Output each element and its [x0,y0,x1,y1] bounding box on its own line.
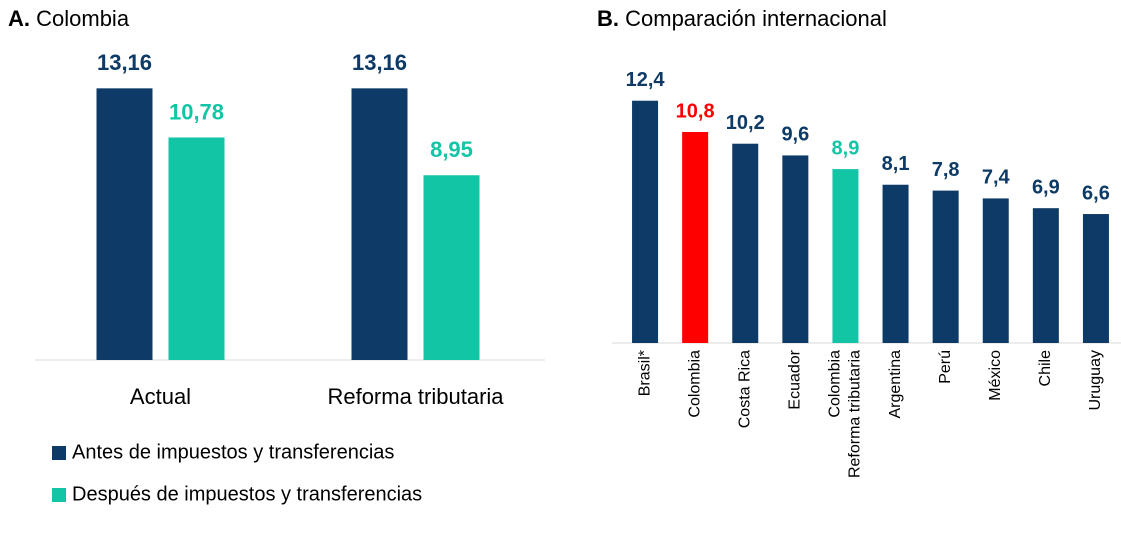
bar [682,131,709,343]
bar [632,100,659,343]
x-tick-label: Perú [937,350,954,384]
panel-letter: B. [597,6,619,31]
x-tick-label: México [987,350,1004,401]
legend-swatch [52,446,66,460]
value-label: 7,8 [932,159,960,181]
x-tick-label: Costa Rica [736,350,753,428]
x-tick-label: Uruguay [1087,350,1104,410]
x-tick-label: Reforma tributaria [847,350,864,478]
x-tick-label: Brasil* [636,350,653,396]
value-label: 10,8 [676,100,715,122]
value-label: 9,6 [781,124,809,146]
bar [932,190,959,343]
x-tick-label: Actual [130,384,191,409]
value-label: 13,16 [352,50,407,75]
value-label: 10,78 [169,99,224,124]
value-label: 10,2 [726,112,765,134]
value-label: 7,4 [982,167,1011,189]
value-label: 8,9 [832,137,860,159]
legend-label: Después de impuestos y transferencias [72,483,422,505]
panel-title: Comparación internacional [625,6,887,31]
panel-title: Colombia [36,6,130,31]
value-label: 6,6 [1082,182,1110,204]
value-label: 12,4 [626,69,666,91]
value-label: 6,9 [1032,176,1060,198]
bar [882,184,909,343]
bar [1032,208,1059,343]
bar [168,137,225,360]
bar [782,155,809,343]
panel-letter: A. [8,6,30,31]
x-tick-label: Colombia [686,350,703,418]
x-tick-label: Argentina [887,350,904,419]
value-label: 13,16 [97,50,152,75]
x-tick-label: Colombia [827,350,844,418]
x-tick-label: Ecuador [787,349,804,409]
panel-a-title: A. Colombia [8,6,130,31]
bar [423,175,480,360]
x-tick-label: Chile [1037,350,1054,387]
bar [1082,214,1109,343]
bar [982,198,1009,343]
panel-b-title: B. Comparación internacional [597,6,887,31]
value-label: 8,1 [882,153,910,175]
bar [96,88,153,360]
legend-label: Antes de impuestos y transferencias [72,441,394,463]
bar [351,88,408,360]
legend-swatch [52,488,66,502]
x-tick-label: Reforma tributaria [327,384,504,409]
value-label: 8,95 [430,137,473,162]
bar [732,143,759,343]
bar [832,169,859,343]
